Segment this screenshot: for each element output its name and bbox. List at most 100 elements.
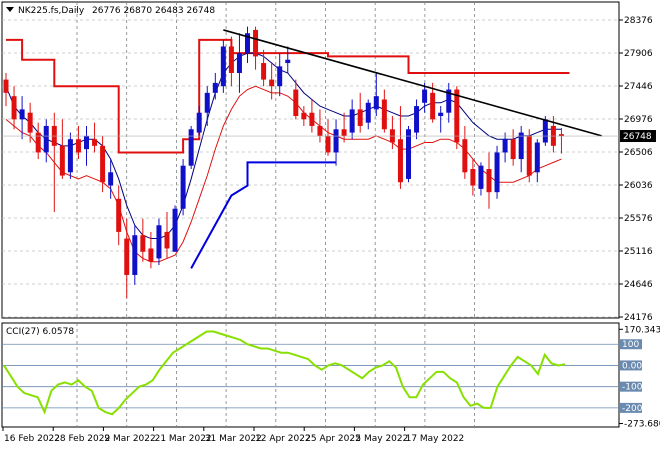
time-tick-label: 31 Mar 2022 [205,434,262,444]
candle [502,132,508,163]
candle-body [381,99,387,130]
candle-body [494,152,500,193]
candle-body [462,139,468,173]
candle [140,218,146,262]
downtrend-line [223,29,602,137]
candle [534,139,540,183]
candle [35,122,41,160]
cci-tick-label: 170.3435 [624,325,660,335]
candle-body [11,96,17,120]
candle [269,63,275,100]
time-tick-label: 21 Mar 2022 [155,434,212,444]
candles [3,26,564,299]
candle [124,218,130,299]
candle [196,106,202,136]
trend-line [223,29,602,137]
candle-body [333,129,339,153]
candle [148,231,154,269]
collapse-arrow-icon[interactable] [6,7,14,12]
candle [116,185,122,246]
candle-body [19,109,25,120]
time-tick-label: 28 Feb 2022 [54,434,110,444]
candle [75,125,81,160]
candle-body [446,89,452,113]
cci-header-label: CCI(27) 6.0578 [6,327,74,337]
candle-body [285,59,291,64]
cci-levels [2,343,619,409]
candle-body [228,46,234,73]
candle-body [277,66,283,87]
candle [67,132,73,179]
candle [470,159,476,196]
candle [212,72,218,100]
candle-body [317,125,323,136]
price-tick-label: 24176 [624,313,653,323]
cci-tick-label: -273.6808 [624,420,660,430]
candle [84,125,89,166]
candle-body [397,139,403,183]
candle-body [43,125,49,153]
candle-body [454,89,460,143]
cci-tick-label: 0.00 [622,361,642,371]
upper-band-line [5,52,562,240]
candle-body [27,112,33,133]
candle-body [373,96,379,110]
price-tick-label: 24646 [624,280,653,290]
candle [365,99,371,130]
candle [172,205,178,252]
candle [220,39,226,93]
candle-body [470,169,476,186]
price-tick-label: 26036 [624,181,653,191]
candle-body [236,53,242,73]
envelope-bands [5,52,562,263]
candle [558,127,564,154]
candle [285,46,291,73]
price-axis: 28376 27906 27446 26976 26506 26036 25576 25116… [2,16,656,323]
candle-body [180,165,186,209]
candle-body [269,79,275,87]
candle-body [341,129,347,136]
candle [301,106,307,126]
candle-body [301,112,307,120]
candle [414,99,420,140]
candle-body [188,129,194,166]
candle [253,26,259,70]
candle [19,96,25,140]
candle [438,106,444,133]
price-pane-frame [1,1,620,319]
candle [518,125,524,173]
candle [446,82,452,123]
candle-body [124,238,130,275]
current-price-badge [620,130,656,143]
candle [494,145,500,199]
candle [293,79,299,120]
candle-body [100,145,106,183]
price-tick-label: 25576 [624,214,653,224]
candle [526,129,532,183]
candle [325,119,331,156]
price-tick-label: 26976 [624,115,653,125]
cci-series-line [3,330,566,416]
candle-body [67,139,73,173]
candle [397,106,403,189]
candle-body [422,89,428,103]
candle [261,49,267,87]
candle-body [486,169,492,193]
candle [228,36,234,87]
candle [3,72,9,107]
candle-body [518,132,524,160]
candle [542,116,548,146]
candle-body [59,145,65,176]
candle-body [92,139,98,146]
time-tick-label: 9 Mar 2022 [104,434,155,444]
candle-body [534,142,540,173]
candle [236,33,242,93]
candle-body [75,139,81,153]
cci-level-badge [620,381,642,392]
support-step-line [190,161,337,269]
cci-level-badge [620,402,642,413]
price-tick-label: 28376 [624,16,653,26]
candle-body [84,135,89,150]
candle-body [196,112,202,133]
